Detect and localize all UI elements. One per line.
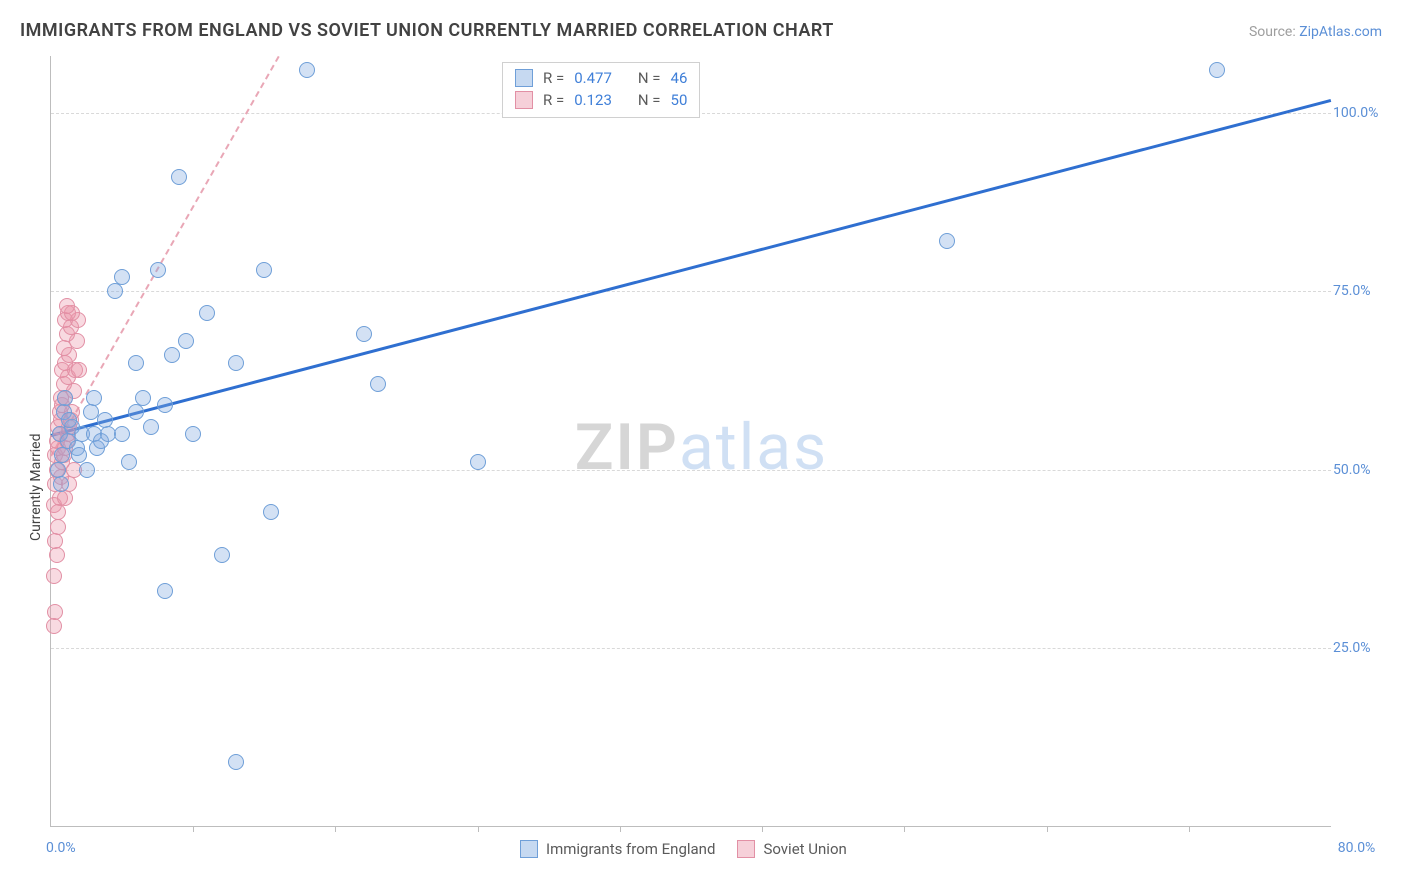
y-axis-label: Currently Married bbox=[28, 434, 44, 541]
data-point-soviet bbox=[47, 533, 63, 549]
data-point-england bbox=[114, 426, 130, 442]
data-point-england bbox=[157, 397, 173, 413]
swatch-england bbox=[515, 69, 533, 87]
correlation-legend: R = 0.477 N = 46 R = 0.123 N = 50 bbox=[502, 62, 700, 118]
gridline bbox=[51, 291, 1331, 292]
r-label: R = bbox=[543, 67, 564, 89]
data-point-england bbox=[356, 326, 372, 342]
data-point-england bbox=[121, 454, 137, 470]
r-label: R = bbox=[543, 89, 564, 111]
data-point-england bbox=[228, 754, 244, 770]
x-tick bbox=[904, 826, 905, 832]
x-tick bbox=[478, 826, 479, 832]
x-tick bbox=[1047, 826, 1048, 832]
data-point-england bbox=[86, 390, 102, 406]
data-point-soviet bbox=[50, 504, 66, 520]
legend-row-soviet: R = 0.123 N = 50 bbox=[515, 89, 687, 111]
source-label: Source: ZipAtlas.com bbox=[1249, 24, 1382, 40]
scatter-plot: 25.0%50.0%75.0%100.0% bbox=[50, 56, 1331, 827]
y-tick-label: 75.0% bbox=[1333, 283, 1393, 299]
y-tick-label: 25.0% bbox=[1333, 640, 1393, 656]
data-point-england bbox=[228, 355, 244, 371]
data-point-england bbox=[263, 504, 279, 520]
legend-label-soviet: Soviet Union bbox=[763, 840, 846, 858]
data-point-england bbox=[256, 262, 272, 278]
data-point-england bbox=[214, 547, 230, 563]
data-point-england bbox=[128, 404, 144, 420]
data-point-england bbox=[470, 454, 486, 470]
data-point-england bbox=[114, 269, 130, 285]
data-point-england bbox=[171, 169, 187, 185]
source-link[interactable]: ZipAtlas.com bbox=[1299, 24, 1382, 40]
data-point-england bbox=[150, 262, 166, 278]
data-point-england bbox=[61, 412, 77, 428]
legend-row-england: R = 0.477 N = 46 bbox=[515, 67, 687, 89]
data-point-england bbox=[128, 355, 144, 371]
n-value-soviet: 50 bbox=[671, 89, 688, 111]
data-point-soviet bbox=[59, 298, 75, 314]
data-point-england bbox=[939, 233, 955, 249]
data-point-soviet bbox=[46, 568, 62, 584]
y-tick-label: 100.0% bbox=[1333, 105, 1393, 121]
x-tick bbox=[620, 826, 621, 832]
legend-label-england: Immigrants from England bbox=[546, 840, 715, 858]
x-tick bbox=[335, 826, 336, 832]
data-point-soviet bbox=[49, 547, 65, 563]
data-point-soviet bbox=[47, 604, 63, 620]
series-legend: Immigrants from England Soviet Union bbox=[520, 840, 847, 858]
x-tick bbox=[193, 826, 194, 832]
data-point-england bbox=[79, 462, 95, 478]
data-point-england bbox=[178, 333, 194, 349]
swatch-soviet bbox=[737, 840, 755, 858]
x-tick bbox=[762, 826, 763, 832]
trend-line bbox=[51, 99, 1332, 437]
legend-item-soviet: Soviet Union bbox=[737, 840, 846, 858]
data-point-england bbox=[1209, 62, 1225, 78]
gridline bbox=[51, 470, 1331, 471]
x-axis-end-label: 80.0% bbox=[1338, 840, 1376, 856]
n-value-england: 46 bbox=[671, 67, 688, 89]
chart-title: IMMIGRANTS FROM ENGLAND VS SOVIET UNION … bbox=[20, 20, 834, 41]
source-prefix: Source: bbox=[1249, 24, 1296, 40]
data-point-england bbox=[107, 283, 123, 299]
data-point-soviet bbox=[46, 618, 62, 634]
n-label: N = bbox=[638, 89, 661, 111]
gridline bbox=[51, 648, 1331, 649]
data-point-england bbox=[157, 583, 173, 599]
data-point-england bbox=[370, 376, 386, 392]
swatch-england bbox=[520, 840, 538, 858]
x-tick bbox=[1189, 826, 1190, 832]
r-value-soviet: 0.123 bbox=[574, 89, 612, 111]
r-value-england: 0.477 bbox=[574, 67, 612, 89]
data-point-england bbox=[299, 62, 315, 78]
data-point-england bbox=[53, 476, 69, 492]
legend-item-england: Immigrants from England bbox=[520, 840, 715, 858]
n-label: N = bbox=[638, 67, 661, 89]
data-point-england bbox=[185, 426, 201, 442]
data-point-england bbox=[199, 305, 215, 321]
data-point-soviet bbox=[50, 519, 66, 535]
data-point-england bbox=[143, 419, 159, 435]
swatch-soviet bbox=[515, 91, 533, 109]
data-point-soviet bbox=[71, 362, 87, 378]
y-tick-label: 50.0% bbox=[1333, 462, 1393, 478]
x-axis-origin-label: 0.0% bbox=[46, 840, 76, 856]
data-point-england bbox=[164, 347, 180, 363]
data-point-england bbox=[57, 390, 73, 406]
data-point-england bbox=[135, 390, 151, 406]
